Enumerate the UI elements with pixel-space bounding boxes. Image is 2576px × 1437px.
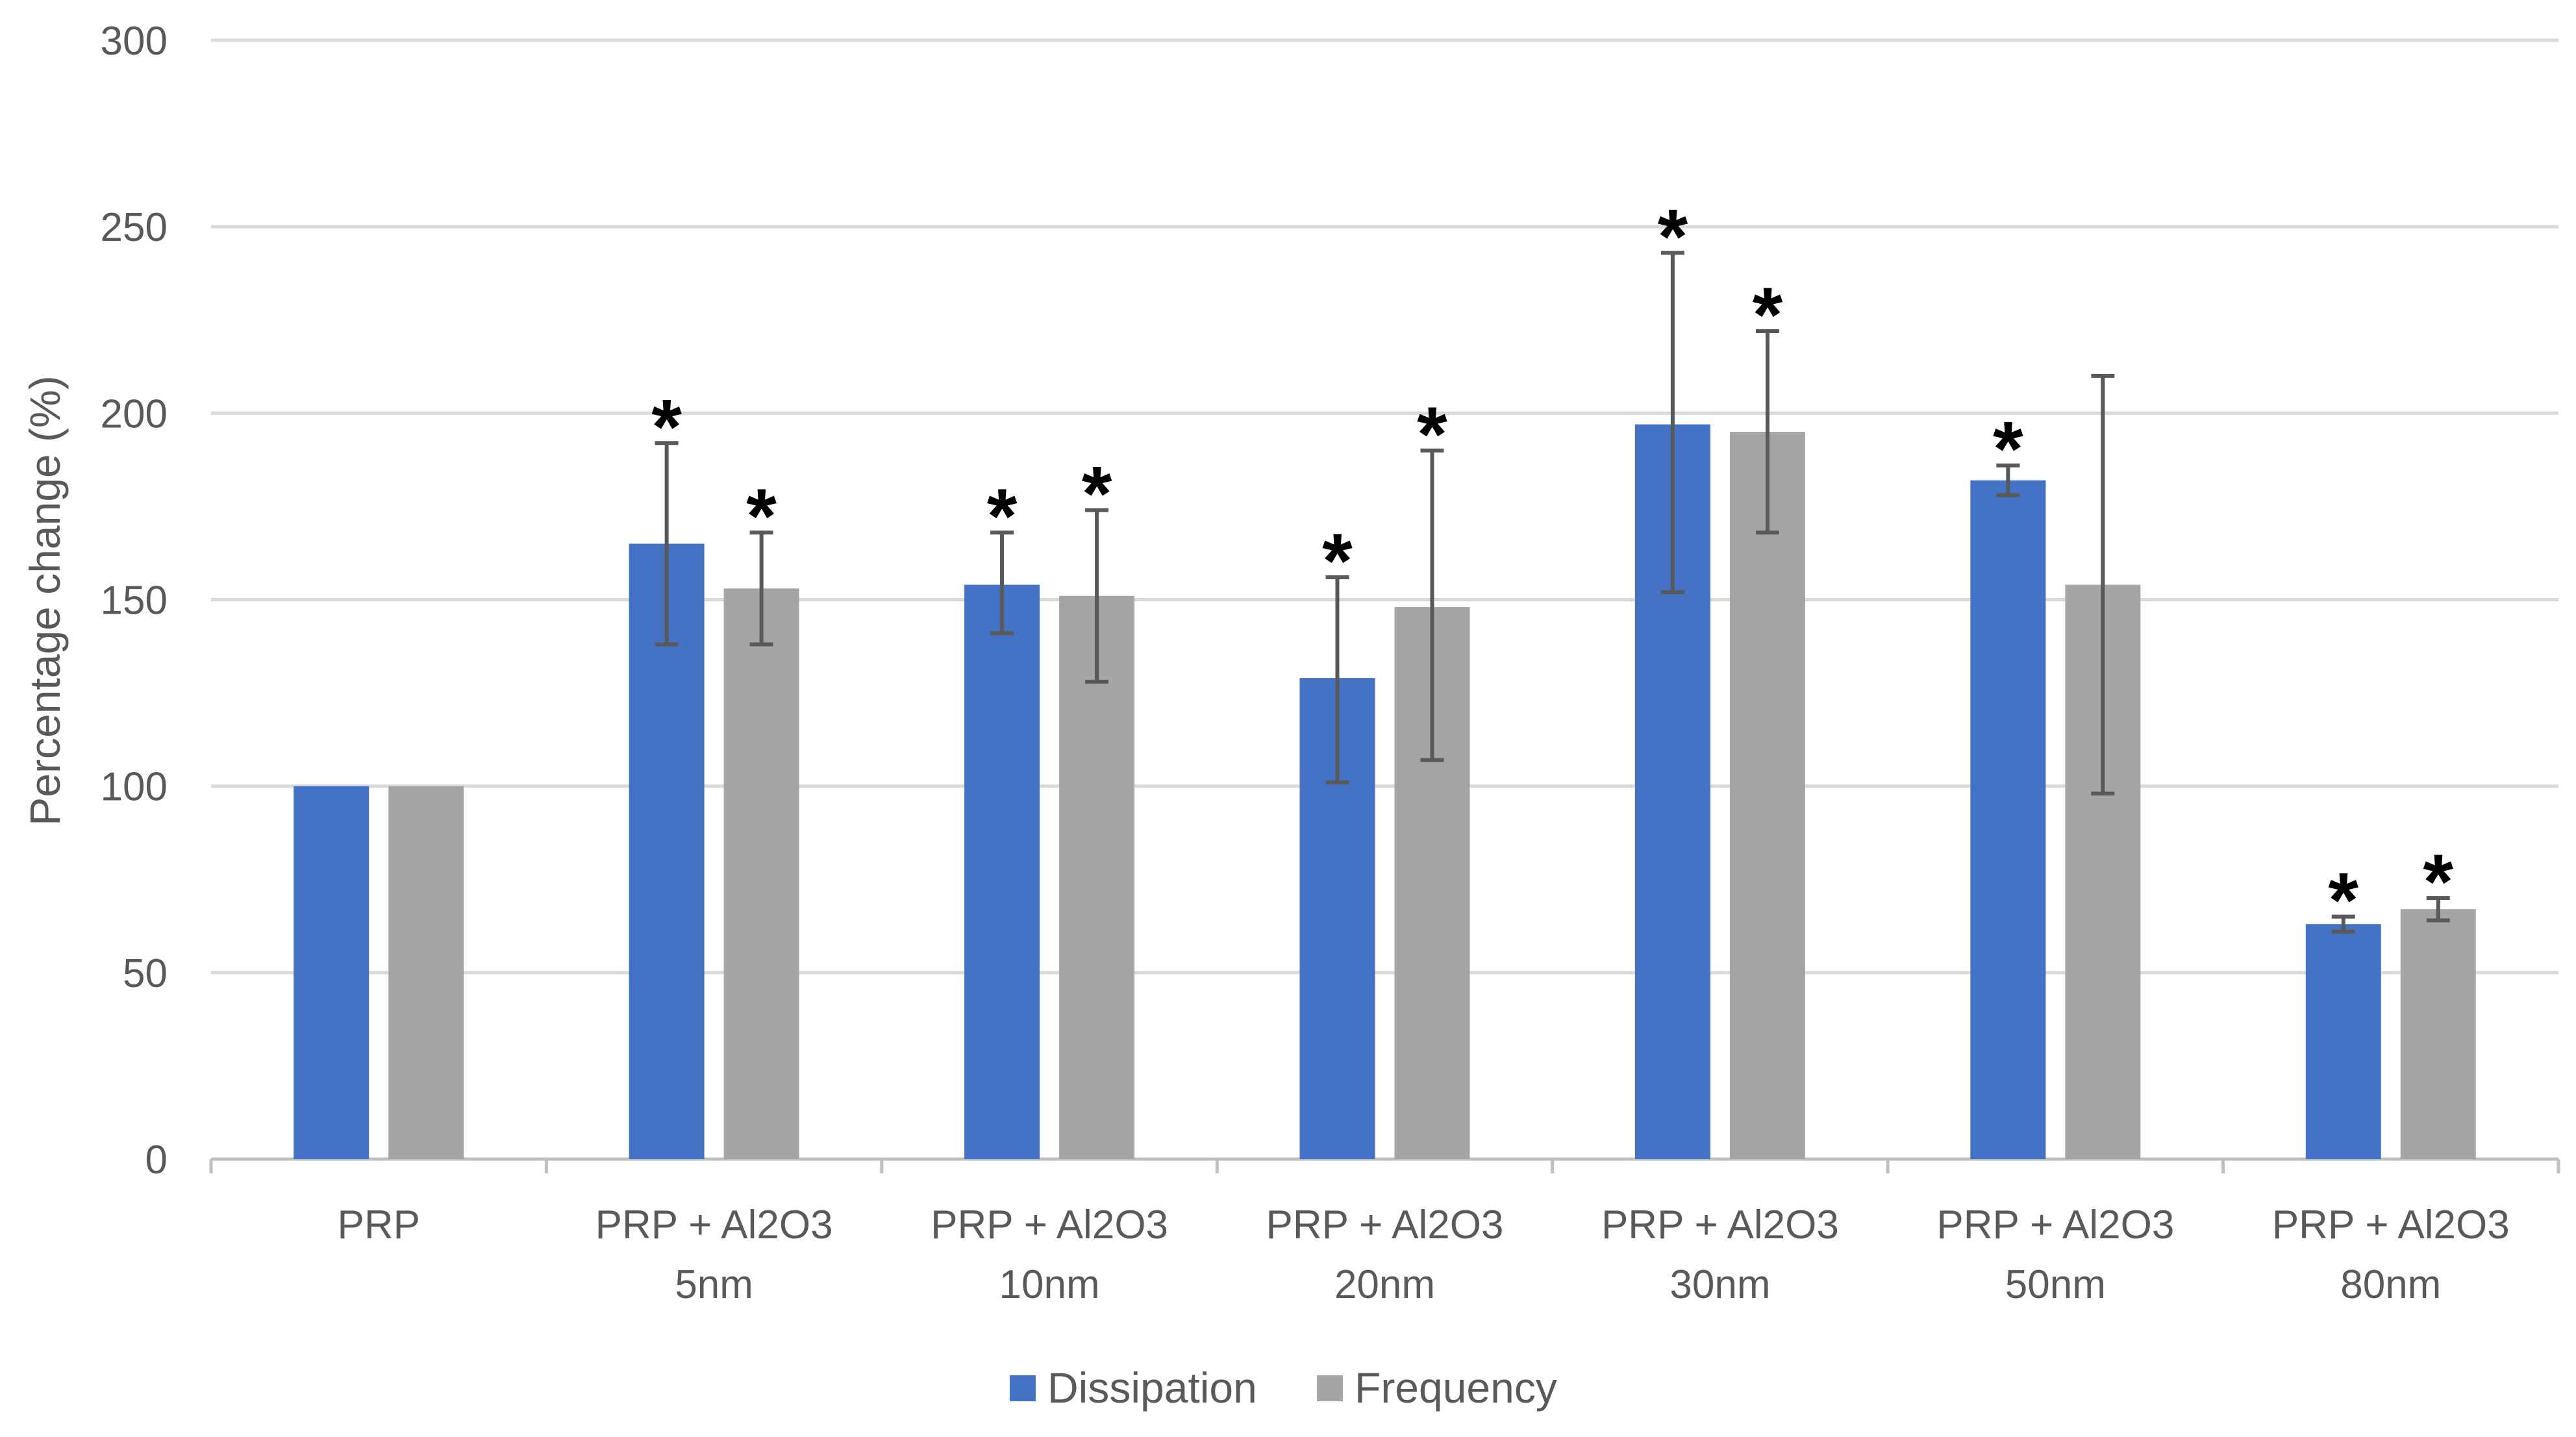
x-tick-label: PRP + Al2O3	[595, 1203, 833, 1247]
bar-frequency	[388, 786, 464, 1159]
bar-dissipation	[964, 584, 1040, 1159]
legend-swatch-dissipation	[1010, 1375, 1036, 1401]
legend-label-frequency: Frequency	[1355, 1364, 1557, 1412]
significance-asterisk: *	[1417, 391, 1447, 478]
x-tick-label: PRP + Al2O3	[1936, 1203, 2174, 1247]
y-tick-label: 50	[123, 951, 168, 996]
x-tick-label: PRP	[337, 1203, 419, 1247]
y-tick-label: 250	[101, 205, 168, 250]
y-tick-label: 300	[101, 19, 168, 64]
x-tick-label: 5nm	[675, 1262, 753, 1307]
bar-dissipation	[294, 786, 369, 1159]
x-tick-label: 80nm	[2340, 1262, 2441, 1307]
y-axis-title: Percentage change (%)	[21, 375, 69, 825]
significance-asterisk: *	[1082, 451, 1112, 538]
significance-asterisk: *	[2328, 857, 2358, 944]
x-tick-label: PRP + Al2O3	[931, 1203, 1168, 1247]
x-tick-label: PRP + Al2O3	[1601, 1203, 1839, 1247]
x-tick-label: 50nm	[2005, 1262, 2106, 1307]
bar-frequency	[1729, 432, 1805, 1159]
x-tick-label: PRP + Al2O3	[2272, 1203, 2510, 1247]
significance-asterisk: *	[1753, 271, 1783, 358]
significance-asterisk: *	[987, 473, 1018, 560]
y-tick-label: 150	[101, 579, 168, 623]
y-tick-label: 0	[145, 1138, 168, 1182]
y-tick-label: 200	[101, 392, 168, 436]
significance-asterisk: *	[746, 473, 777, 560]
significance-asterisk: *	[1322, 518, 1353, 605]
y-tick-label: 100	[101, 765, 168, 810]
significance-asterisk: *	[1993, 406, 2023, 493]
x-tick-label: 30nm	[1669, 1262, 1770, 1307]
x-tick-label: PRP + Al2O3	[1266, 1203, 1504, 1247]
x-tick-label: 20nm	[1334, 1262, 1435, 1307]
bar-dissipation	[2305, 924, 2381, 1159]
significance-asterisk: *	[2423, 838, 2453, 925]
bar-frequency	[2400, 909, 2476, 1159]
bar-frequency	[723, 588, 799, 1159]
significance-asterisk: *	[651, 383, 682, 470]
legend-swatch-frequency	[1317, 1375, 1343, 1401]
legend-label-dissipation: Dissipation	[1047, 1364, 1257, 1412]
bar-dissipation	[1970, 480, 2046, 1159]
bar-frequency	[1059, 595, 1135, 1159]
x-tick-label: 10nm	[999, 1262, 1100, 1307]
significance-asterisk: *	[1658, 193, 1688, 280]
